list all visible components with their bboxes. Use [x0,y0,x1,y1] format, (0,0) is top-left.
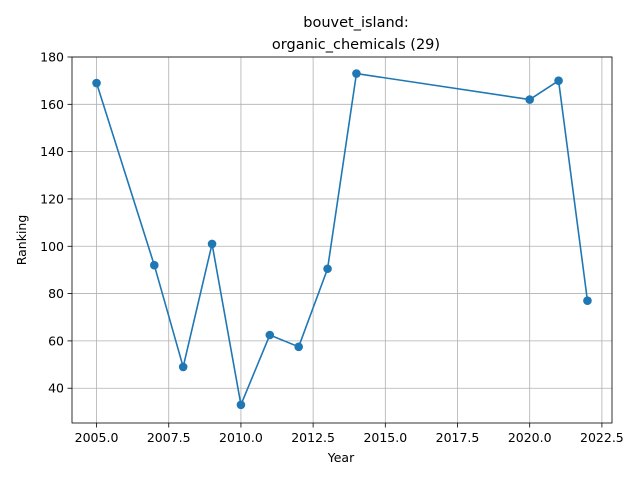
data-point [352,69,361,78]
data-point [294,342,303,352]
y-tick-label: 60 [48,333,64,348]
data-point [265,330,275,340]
data-point [583,296,592,305]
y-tick-label: 80 [48,286,64,301]
x-tick-label: 2007.5 [147,430,191,445]
data-point [149,260,159,270]
x-axis-label: Year [327,450,355,465]
plot-frame [71,56,613,424]
data-point [525,95,535,104]
y-tick-label: 120 [40,191,64,206]
x-tick-label: 2022.5 [580,430,624,445]
data-point [323,264,332,274]
data-point [178,362,188,372]
y-axis-label: Ranking [14,215,29,266]
x-tick-label: 2005.0 [75,430,119,445]
series-line [95,72,589,406]
x-tick-label: 2012.5 [291,430,335,445]
x-tick-label: 2020.0 [508,430,552,445]
y-tick-label: 40 [48,381,64,396]
data-point [207,239,217,249]
y-tick-label: 180 [40,50,64,65]
x-tick-label: 2010.0 [219,430,263,445]
x-tick-label: 2017.5 [436,430,480,445]
data-point [92,78,101,88]
y-tick-label: 100 [40,239,64,254]
series [92,69,592,410]
y-tick-label: 140 [40,144,64,159]
axes: 2005.0 2007.5 2010.0 2012.5 2015.0 2017.5 2020… [40,50,624,446]
chart-title-line-1: bouvet_island: [303,15,408,31]
grid [72,56,612,423]
data-point [554,76,563,85]
chart-title-line-2: organic_chemicals (29) [272,37,440,53]
data-point [236,400,246,410]
y-tick-label: 160 [40,97,64,112]
x-tick-label: 2015.0 [363,430,407,445]
